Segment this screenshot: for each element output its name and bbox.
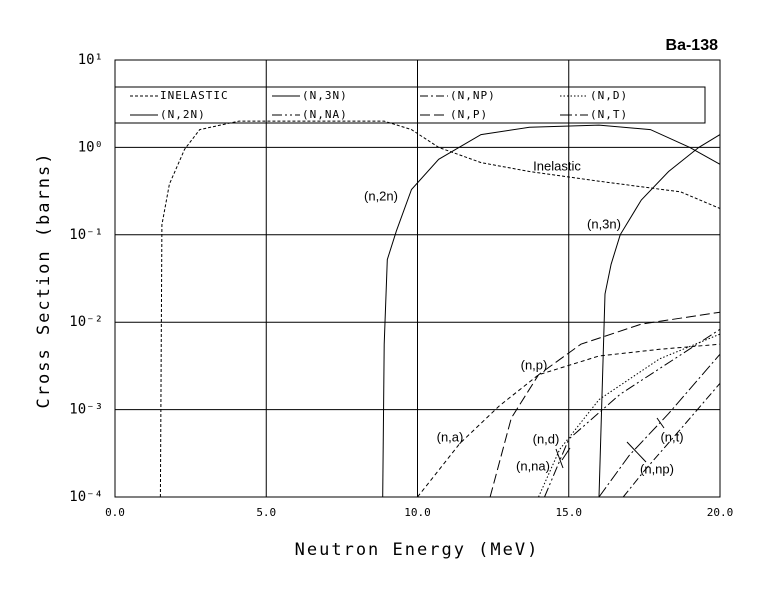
y-tick-label: 10⁰ — [78, 139, 103, 155]
y-axis-label: Cross Section (barns) — [34, 152, 54, 409]
series-line — [489, 311, 721, 498]
series-line — [544, 328, 721, 498]
annotation: (n,np) — [640, 461, 674, 476]
x-tick-label: 15.0 — [556, 506, 583, 519]
annotation: (n,p) — [521, 357, 548, 372]
y-tick-label: 10⁻² — [69, 314, 103, 330]
legend-label: (N,D) — [590, 89, 628, 102]
annotation: (n,2n) — [364, 188, 398, 203]
series-line — [159, 120, 721, 498]
x-tick-label: 20.0 — [707, 506, 734, 519]
legend-label: (N,T) — [590, 108, 628, 121]
legend-label: (N,NP) — [450, 89, 496, 102]
y-tick-label: 10⁻³ — [69, 402, 103, 418]
x-tick-label: 5.0 — [256, 506, 276, 519]
series-line — [622, 382, 721, 498]
series-line — [598, 353, 721, 498]
legend-label: (N,2N) — [160, 108, 206, 121]
y-tick-label: 10¹ — [78, 52, 103, 68]
legend-label: (N,NA) — [302, 108, 348, 121]
annotation: Inelastic — [533, 158, 581, 173]
annotation: (n,t) — [660, 429, 683, 444]
legend-label: INELASTIC — [160, 89, 229, 102]
y-tick-label: 10⁻¹ — [69, 227, 103, 243]
x-tick-label: 0.0 — [105, 506, 125, 519]
leader-line — [656, 417, 665, 429]
chart-title: Ba-138 — [666, 37, 719, 54]
annotation: (n,na) — [516, 458, 550, 473]
series-line — [598, 134, 721, 498]
x-tick-label: 10.0 — [404, 506, 431, 519]
annotation: (n,a) — [437, 429, 464, 444]
annotation: (n,3n) — [587, 216, 621, 231]
leader-line — [626, 441, 647, 463]
leader-line — [561, 447, 571, 461]
x-axis-label: Neutron Energy (MeV) — [295, 540, 540, 560]
y-tick-label: 10⁻⁴ — [69, 489, 103, 505]
series-line — [417, 343, 721, 498]
annotation: (n,d) — [533, 431, 560, 446]
series-line — [382, 124, 721, 498]
legend-label: (N,P) — [450, 108, 488, 121]
legend-label: (N,3N) — [302, 89, 348, 102]
leader-line — [555, 448, 564, 469]
series-line — [538, 333, 721, 498]
